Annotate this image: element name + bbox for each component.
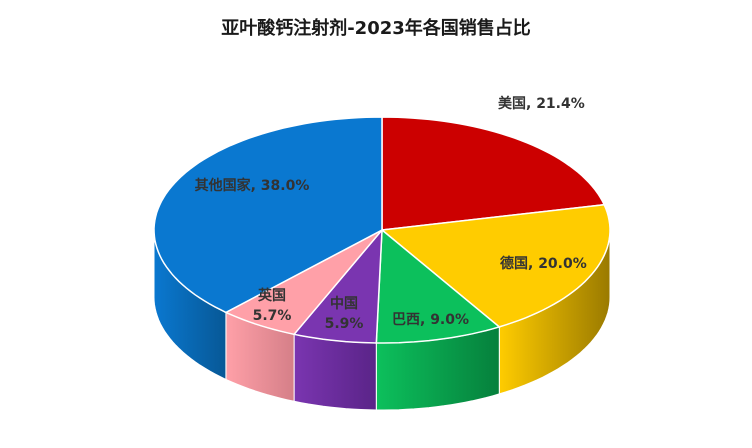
slice-2[interactable] — [375, 228, 501, 344]
slice-1[interactable] — [380, 203, 611, 328]
slice-5[interactable] — [153, 116, 383, 314]
slice-4[interactable] — [224, 229, 383, 336]
data-label: 其他国家, 38.0% — [195, 177, 310, 194]
slice-side-3 — [293, 333, 377, 411]
slice-3[interactable] — [292, 227, 383, 344]
data-label: 巴西, 9.0% — [392, 312, 469, 328]
data-label: 中国 5.9% — [325, 295, 364, 332]
chart-title: 亚叶酸钙注射剂-2023年各国销售占比 — [221, 18, 531, 39]
data-label: 英国 5.7% — [253, 287, 292, 324]
slice-0[interactable] — [381, 116, 606, 231]
data-label: 美国, 21.4% — [498, 95, 585, 112]
data-label: 德国, 20.0% — [500, 255, 587, 272]
